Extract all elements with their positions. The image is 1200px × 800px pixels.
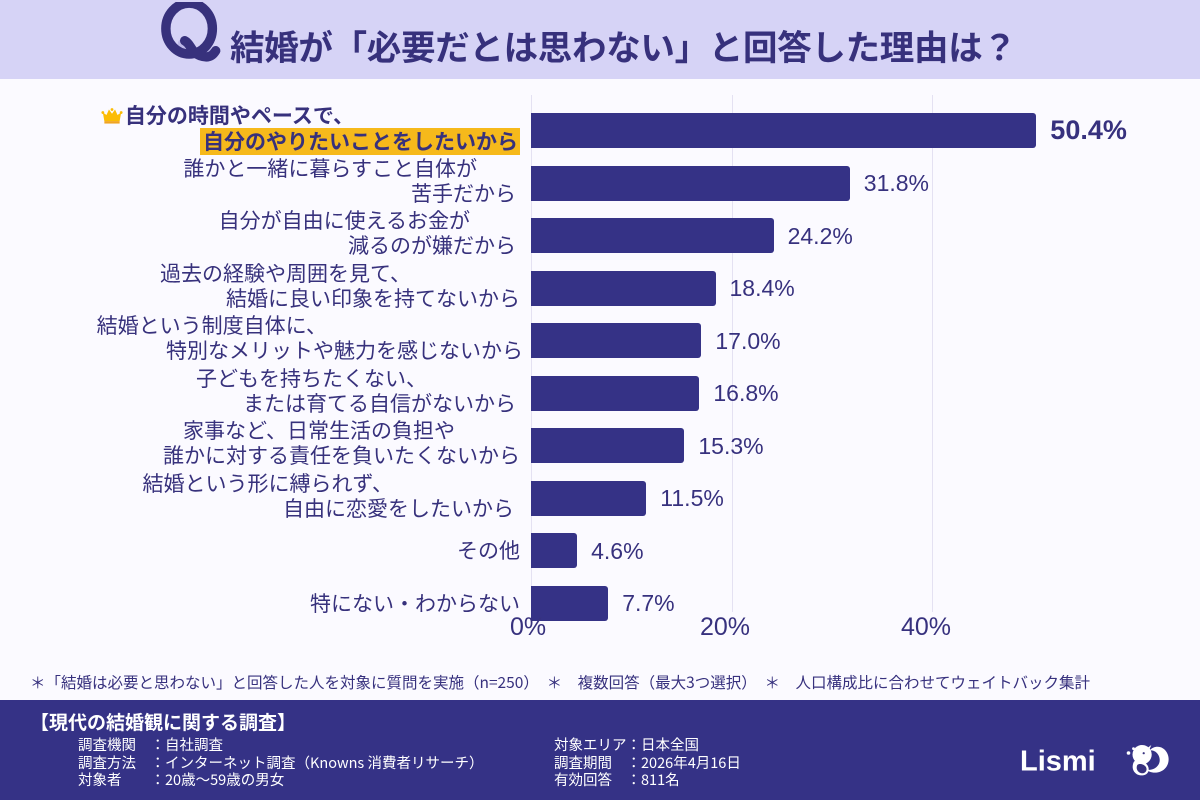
svg-text:Lismi: Lismi — [1020, 746, 1096, 778]
